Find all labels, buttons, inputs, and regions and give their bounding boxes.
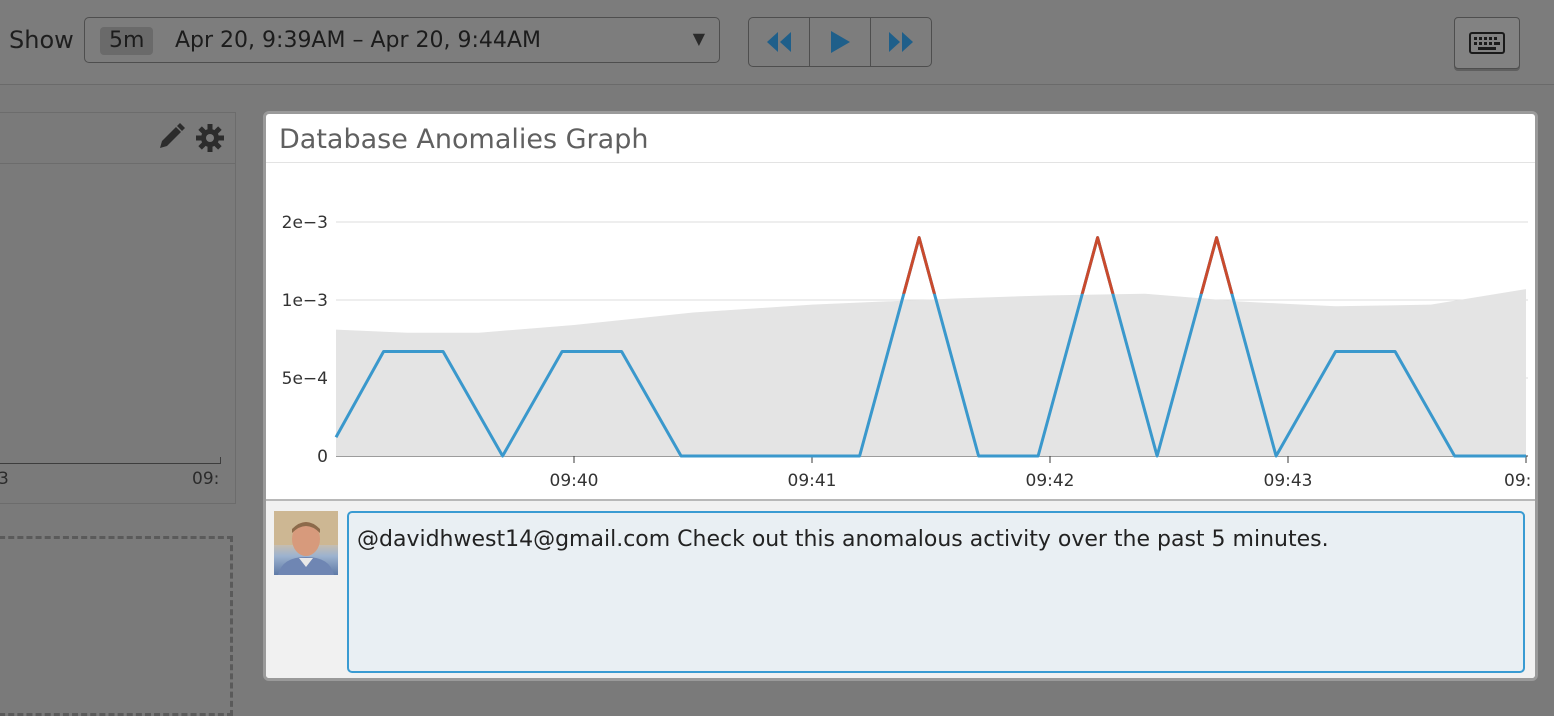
- y-tick-label: 1e−3: [282, 291, 328, 311]
- play-icon: [831, 31, 850, 53]
- keyboard-icon: [1469, 32, 1505, 54]
- widget-header: [0, 113, 235, 164]
- modal-title: Database Anomalies Graph: [279, 124, 649, 155]
- top-toolbar: Show 5m Apr 20, 9:39AM – Apr 20, 9:44AM …: [0, 0, 1554, 85]
- keyboard-shortcuts-button[interactable]: [1454, 17, 1520, 69]
- metric-series-line: [334, 236, 1526, 458]
- fast-forward-icon: [889, 32, 913, 52]
- x-tick-label: 09:43: [1264, 471, 1313, 491]
- rewind-button[interactable]: [749, 18, 810, 66]
- anomalies-chart: 0 5e−4 1e−3 2e−3 09:40 09:41 09:42 09:43 09:: [282, 213, 1532, 491]
- y-tick-label: 2e−3: [282, 213, 328, 233]
- x-tick-label: 09:41: [788, 471, 837, 491]
- widget-x-axis: [0, 463, 221, 464]
- user-avatar: [274, 511, 338, 575]
- x-tick-label: 09:42: [1026, 471, 1075, 491]
- play-button[interactable]: [810, 18, 871, 66]
- y-tick-label: 5e−4: [282, 369, 328, 389]
- gear-icon[interactable]: [195, 123, 225, 153]
- widget-x-tick-label: 09:: [192, 469, 220, 489]
- graph-share-modal: Database Anomalies Graph 0 5e−4 1e−3 2e−3 09…: [263, 111, 1538, 681]
- time-nav-group: [748, 17, 932, 67]
- y-tick-label: 0: [317, 447, 328, 467]
- expected-range-band: [336, 289, 1526, 456]
- x-tick-label: 09:40: [550, 471, 599, 491]
- range-text: Apr 20, 9:39AM – Apr 20, 9:44AM: [175, 28, 541, 53]
- title-divider: [266, 162, 1535, 163]
- show-label: Show: [9, 26, 74, 54]
- range-chip: 5m: [100, 27, 154, 55]
- rewind-icon: [767, 32, 791, 52]
- background-widget: 3 09:: [0, 112, 236, 504]
- x-tick-label: 09:: [1504, 471, 1531, 491]
- comment-text: @davidhwest14@gmail.com Check out this a…: [357, 527, 1329, 552]
- widget-x-tick-label: 3: [0, 469, 9, 489]
- chevron-down-icon: ▼: [692, 29, 705, 48]
- comment-section: @davidhwest14@gmail.com Check out this a…: [266, 499, 1535, 678]
- comment-textarea[interactable]: @davidhwest14@gmail.com Check out this a…: [347, 511, 1525, 673]
- pencil-icon[interactable]: [157, 123, 185, 151]
- empty-widget-placeholder: [0, 536, 233, 716]
- time-range-select[interactable]: 5m Apr 20, 9:39AM – Apr 20, 9:44AM ▼: [84, 17, 720, 63]
- fast-forward-button[interactable]: [871, 18, 931, 66]
- widget-x-tick: [220, 457, 221, 464]
